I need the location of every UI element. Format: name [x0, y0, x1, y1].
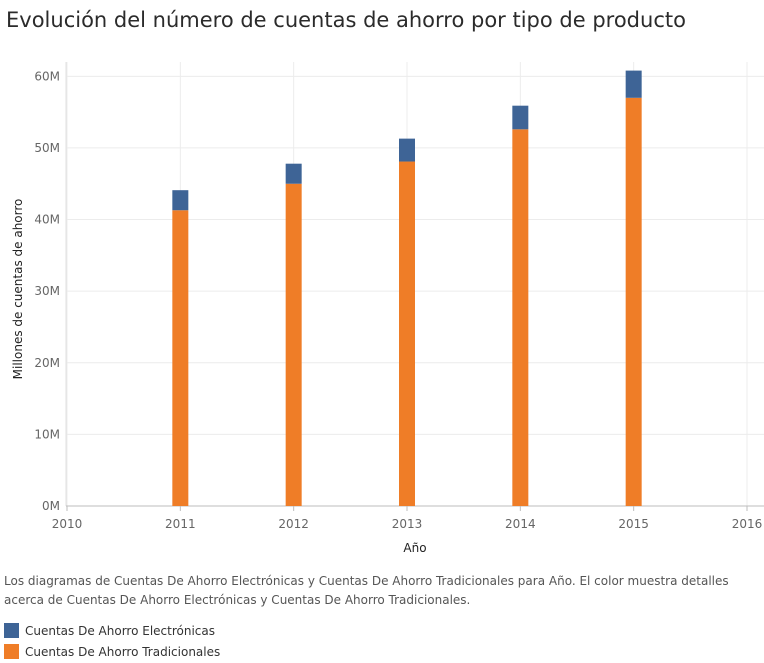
y-tick-label: 50M: [34, 141, 60, 155]
x-tick-label: 2015: [618, 517, 649, 531]
bar-electronicas[interactable]: [172, 190, 189, 211]
legend: Cuentas De Ahorro Electrónicas Cuentas D…: [4, 620, 220, 662]
y-tick-label: 10M: [34, 427, 60, 441]
bar-electronicas[interactable]: [625, 70, 642, 98]
bar-tradicionales[interactable]: [172, 210, 189, 506]
chart-title: Evolución del número de cuentas de ahorr…: [6, 8, 686, 32]
chart-caption: Los diagramas de Cuentas De Ahorro Elect…: [4, 574, 729, 607]
y-tick-label: 0M: [42, 499, 60, 513]
y-tick-label: 40M: [34, 213, 60, 227]
bar-tradicionales[interactable]: [399, 161, 415, 506]
bar-electronicas[interactable]: [399, 138, 415, 162]
bar-tradicionales[interactable]: [625, 97, 642, 506]
x-tick-label: 2013: [392, 517, 423, 531]
x-tick-label: 2014: [505, 517, 536, 531]
x-axis-title: Año: [403, 541, 426, 555]
legend-item-tradicionales[interactable]: Cuentas De Ahorro Tradicionales: [4, 641, 220, 662]
bar-electronicas[interactable]: [512, 105, 529, 130]
x-tick-label: 2016: [732, 517, 763, 531]
x-tick-label: 2011: [165, 517, 196, 531]
bar-electronicas[interactable]: [285, 163, 302, 184]
bar-tradicionales[interactable]: [512, 129, 529, 506]
y-axis-title: Millones de cuentas de ahorro: [11, 199, 25, 380]
legend-swatch-electronicas: [4, 623, 19, 638]
legend-label-tradicionales: Cuentas De Ahorro Tradicionales: [25, 644, 221, 659]
x-tick-label: 2012: [278, 517, 309, 531]
y-tick-label: 20M: [34, 356, 60, 370]
y-axis: 0M 10M 20M 30M 40M 50M 60M: [34, 62, 67, 513]
legend-label-electronicas: Cuentas De Ahorro Electrónicas: [25, 623, 215, 638]
legend-item-electronicas[interactable]: Cuentas De Ahorro Electrónicas: [4, 620, 220, 641]
x-tick-label: 2010: [52, 517, 83, 531]
y-tick-label: 30M: [34, 284, 60, 298]
bar-tradicionales[interactable]: [285, 183, 302, 506]
bars: [172, 70, 642, 506]
y-tick-label: 60M: [34, 69, 60, 83]
legend-swatch-tradicionales: [4, 644, 19, 659]
x-axis: 2010 2011 2012 2013 2014 2015 2016: [52, 505, 764, 531]
